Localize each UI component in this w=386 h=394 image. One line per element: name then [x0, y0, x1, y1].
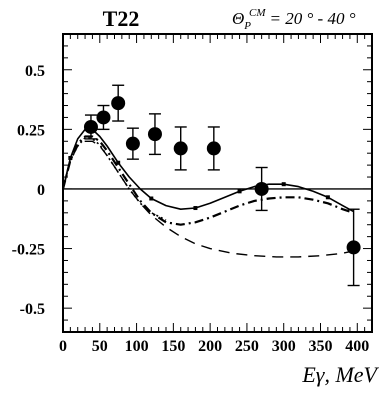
y-tick-label: 0.5 [25, 63, 45, 80]
y-tick-label: -0.25 [12, 242, 45, 259]
curve-dash-dot [61, 135, 354, 226]
y-tick-label: 0.25 [17, 122, 45, 139]
x-tick-label: 0 [59, 338, 67, 355]
curve-marker [237, 189, 242, 194]
curve-marker [193, 206, 198, 211]
curve-marker [116, 160, 121, 165]
x-tick-label: 250 [235, 338, 259, 355]
x-tick-label: 350 [309, 338, 333, 355]
x-axis-label: Eγ, MeV [301, 362, 379, 387]
data-point [173, 141, 188, 156]
curve-dashed [62, 140, 354, 258]
x-tick-label: 300 [272, 338, 296, 355]
x-tick-label: 100 [125, 338, 149, 355]
curve-marker [149, 196, 154, 201]
angle-label: ΘPCM = 20 ° - 40 ° [232, 7, 356, 32]
x-tick-label: 200 [198, 338, 222, 355]
x-tick-label: 400 [345, 338, 369, 355]
curve-marker [281, 182, 286, 187]
plot-frame [62, 33, 373, 333]
y-tick-label: 0 [37, 182, 45, 199]
x-tick-label: 50 [92, 338, 108, 355]
data-point [96, 110, 111, 125]
data-point [147, 127, 162, 142]
data-point [111, 96, 126, 111]
data-point [346, 240, 361, 255]
curve-marker [325, 195, 330, 200]
y-tick-label: -0.5 [20, 301, 45, 318]
data-point [206, 141, 221, 156]
x-tick-label: 150 [161, 338, 185, 355]
data-point [125, 136, 140, 151]
curve-marker [68, 155, 73, 160]
curve-dotted [62, 136, 167, 221]
data-point [83, 119, 98, 134]
chart-title: T22 [103, 6, 140, 31]
data-point [254, 181, 269, 196]
